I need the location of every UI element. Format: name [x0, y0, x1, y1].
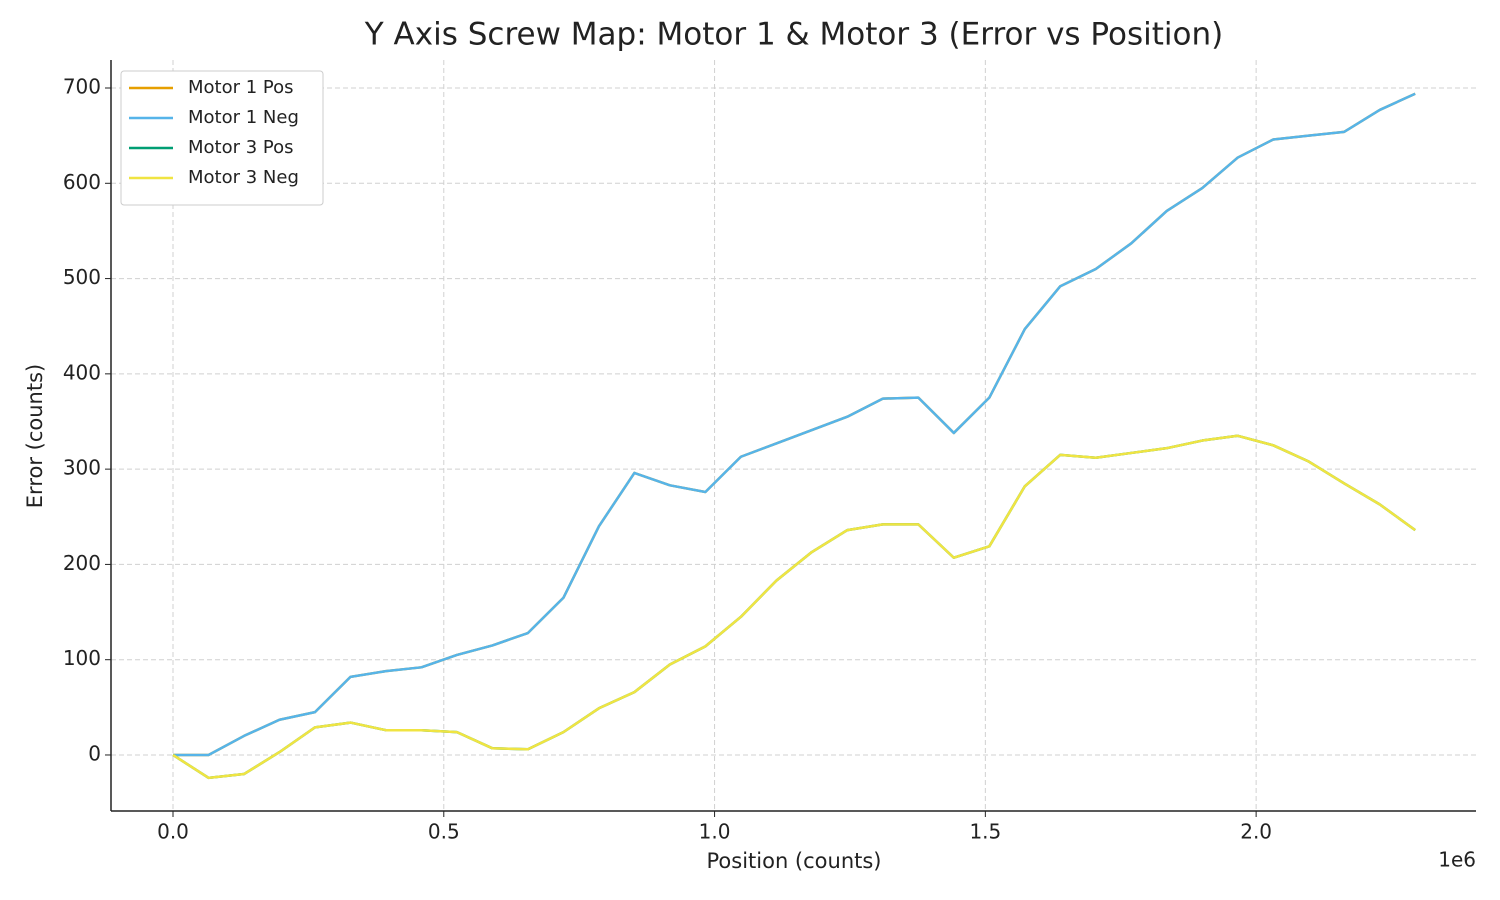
legend-box [120, 70, 324, 206]
legend-label: Motor 1 Neg [188, 107, 299, 128]
legend: Motor 1 Pos Motor 1 Neg Motor 3 Pos Motor 3… [120, 70, 324, 206]
data-line [172, 434, 1416, 780]
y-tick-label: 100 [63, 646, 101, 670]
x-tick-label: 0.0 [157, 820, 189, 844]
data-line [172, 434, 1416, 780]
x-tick-label: 1.5 [969, 820, 1001, 844]
x-offset-label: 1e6 [1438, 848, 1476, 872]
x-tick-label: 1.0 [699, 820, 731, 844]
legend-label: Motor 1 Pos [188, 77, 294, 98]
chart-title: Y Axis Screw Map: Motor 1 & Motor 3 (Err… [364, 17, 1223, 53]
legend-label: Motor 3 Neg [188, 167, 299, 188]
y-tick-label: 300 [63, 456, 101, 480]
y-tick-label: 400 [63, 360, 101, 384]
legend-label: Motor 3 Pos [188, 137, 294, 158]
y-tick-label: 600 [63, 170, 101, 194]
y-tick-label: 500 [63, 265, 101, 289]
x-tick-label: 0.5 [428, 820, 460, 844]
y-tick-label: 200 [63, 551, 101, 575]
data-line [173, 92, 1416, 757]
x-tick-label: 2.0 [1240, 820, 1272, 844]
y-tick-label: 700 [63, 75, 101, 99]
data-line [173, 92, 1416, 757]
y-tick-label: 0 [88, 741, 101, 765]
x-axis-label: Position (counts) [706, 849, 881, 873]
y-axis-label: Error (counts) [23, 364, 47, 508]
